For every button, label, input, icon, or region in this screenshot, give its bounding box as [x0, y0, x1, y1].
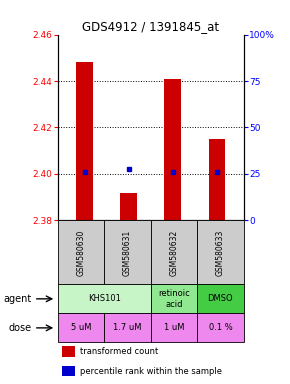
- Bar: [104, 220, 151, 284]
- Text: 0.1 %: 0.1 %: [209, 323, 232, 333]
- Bar: [197, 313, 244, 343]
- Text: agent: agent: [4, 294, 32, 304]
- Text: dose: dose: [9, 323, 32, 333]
- Bar: [76, 63, 93, 220]
- Bar: [58, 220, 104, 284]
- Bar: [209, 139, 226, 220]
- Text: GSM580632: GSM580632: [169, 229, 179, 275]
- Bar: [151, 220, 197, 284]
- Bar: [62, 346, 75, 357]
- Bar: [151, 313, 197, 343]
- Text: percentile rank within the sample: percentile rank within the sample: [80, 367, 222, 376]
- Bar: [197, 220, 244, 284]
- Text: GSM580633: GSM580633: [216, 229, 225, 276]
- Text: 1.7 uM: 1.7 uM: [113, 323, 142, 333]
- Bar: [164, 79, 181, 220]
- Text: retinoic
acid: retinoic acid: [158, 289, 190, 308]
- Text: transformed count: transformed count: [80, 347, 159, 356]
- Bar: [62, 366, 75, 376]
- Text: 5 uM: 5 uM: [71, 323, 91, 333]
- Bar: [58, 284, 151, 313]
- Text: 1 uM: 1 uM: [164, 323, 184, 333]
- Text: KHS101: KHS101: [88, 295, 121, 303]
- Text: DMSO: DMSO: [208, 295, 233, 303]
- Text: GSM580630: GSM580630: [77, 229, 86, 276]
- Text: GDS4912 / 1391845_at: GDS4912 / 1391845_at: [82, 20, 219, 33]
- Text: GSM580631: GSM580631: [123, 229, 132, 275]
- Bar: [58, 313, 104, 343]
- Bar: [197, 284, 244, 313]
- Bar: [104, 313, 151, 343]
- Bar: [151, 284, 197, 313]
- Bar: [120, 192, 137, 220]
